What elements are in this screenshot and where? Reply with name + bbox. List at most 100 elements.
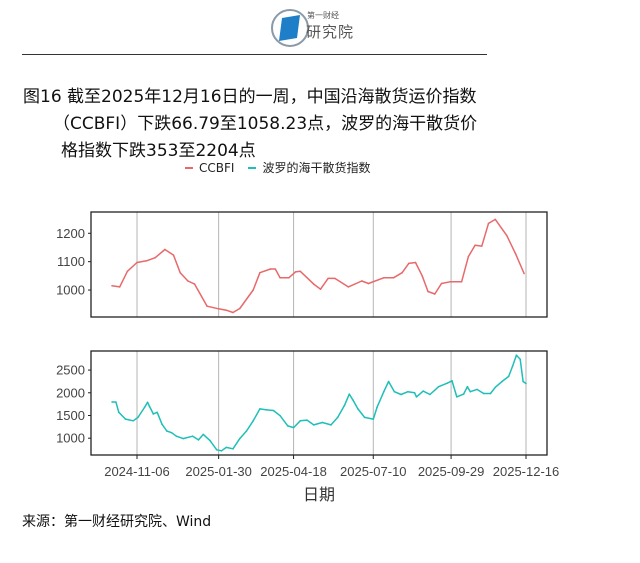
- data-point-ccbfi: [269, 268, 272, 270]
- data-point-bdi: [137, 416, 139, 419]
- data-point-bdi: [117, 411, 120, 414]
- data-point-bdi: [312, 424, 315, 426]
- data-point-bdi: [252, 420, 255, 422]
- data-point-ccbfi: [505, 234, 508, 237]
- data-point-bdi: [336, 416, 339, 419]
- data-point-ccbfi: [440, 282, 443, 285]
- data-point-ccbfi: [118, 286, 121, 288]
- data-point-bdi: [400, 393, 402, 396]
- data-point-bdi: [437, 385, 440, 388]
- data-point-ccbfi: [474, 244, 476, 247]
- data-point-bdi: [476, 388, 478, 391]
- data-point-bdi: [161, 423, 163, 426]
- series-line-bdi: [112, 354, 527, 452]
- x-axis-label: 日期: [303, 485, 335, 504]
- logo: [270, 8, 370, 48]
- data-point-ccbfi: [494, 218, 497, 221]
- title-line-1: 图16 截至2025年12月16日的一周，中国沿海散货运价指数: [23, 87, 477, 107]
- data-point-ccbfi: [232, 311, 234, 314]
- data-point-bdi: [515, 354, 518, 357]
- data-point-bdi: [209, 439, 211, 442]
- data-point-ccbfi: [259, 271, 261, 274]
- data-point-bdi: [376, 406, 378, 408]
- data-point-ccbfi: [414, 261, 417, 264]
- y-tick-label-ccbfi: 1100: [57, 254, 85, 269]
- data-point-bdi: [232, 447, 234, 450]
- data-point-bdi: [165, 430, 168, 432]
- y-tick-label-bdi: 1500: [56, 408, 85, 423]
- data-point-ccbfi: [360, 280, 363, 282]
- data-point-ccbfi: [287, 277, 290, 279]
- data-point-bdi: [469, 390, 472, 393]
- data-point-ccbfi: [193, 283, 196, 285]
- data-point-ccbfi: [523, 272, 525, 275]
- logo-icon: [271, 9, 309, 47]
- data-point-ccbfi: [449, 281, 451, 283]
- data-point-ccbfi: [279, 277, 281, 279]
- data-point-ccbfi: [312, 283, 315, 285]
- logo-main-text: 研究院: [306, 23, 355, 41]
- legend-swatch-ccbfi: [185, 166, 193, 169]
- figure-title: 图16 截至2025年12月16日的一周，中国沿海散货运价指数 （CCBFI）下…: [23, 84, 583, 165]
- data-point-bdi: [330, 424, 332, 426]
- y-tick-label-bdi: 1000: [56, 431, 85, 446]
- legend: CCBFI 波罗的海干散货指数: [185, 159, 370, 176]
- data-point-ccbfi: [164, 248, 166, 251]
- source-note: 来源：第一财经研究院、Wind: [22, 514, 212, 530]
- data-point-ccbfi: [145, 260, 148, 262]
- data-point-bdi: [124, 418, 127, 420]
- data-point-ccbfi: [481, 245, 483, 247]
- data-point-bdi: [466, 385, 469, 388]
- data-point-ccbfi: [487, 222, 490, 225]
- data-point-bdi: [372, 418, 375, 420]
- data-point-bdi: [511, 365, 514, 367]
- data-point-bdi: [494, 386, 497, 389]
- data-point-bdi: [146, 401, 149, 404]
- data-point-bdi: [306, 419, 308, 421]
- data-point-bdi: [348, 393, 351, 395]
- data-point-bdi: [519, 358, 522, 361]
- data-point-bdi: [259, 408, 261, 410]
- data-point-bdi: [429, 393, 431, 396]
- data-point-bdi: [272, 409, 275, 412]
- data-point-bdi: [456, 396, 458, 398]
- data-point-ccbfi: [252, 289, 255, 291]
- data-point-ccbfi: [334, 277, 336, 280]
- data-point-bdi: [245, 430, 248, 432]
- y-tick-label-ccbfi: 1000: [56, 283, 85, 298]
- data-point-bdi: [143, 406, 146, 408]
- data-point-bdi: [357, 408, 359, 410]
- data-point-ccbfi: [383, 277, 385, 279]
- data-point-ccbfi: [111, 284, 113, 287]
- data-point-bdi: [507, 375, 510, 378]
- data-point-bdi: [393, 390, 396, 393]
- data-point-ccbfi: [408, 262, 410, 265]
- x-tick-label: 2025-01-30: [185, 464, 252, 479]
- data-point-bdi: [321, 421, 324, 424]
- series-line-ccbfi: [111, 218, 525, 314]
- panel-border-ccbfi: [90, 211, 548, 318]
- x-tick-label: 2025-09-29: [418, 464, 485, 479]
- data-point-ccbfi: [401, 271, 403, 274]
- data-point-bdi: [182, 437, 184, 440]
- data-point-bdi: [152, 413, 155, 415]
- legend-label-ccbfi: CCBFI: [199, 160, 235, 175]
- data-point-ccbfi: [467, 255, 470, 258]
- data-point-ccbfi: [136, 261, 138, 264]
- data-point-ccbfi: [179, 271, 182, 274]
- data-point-bdi: [215, 449, 218, 451]
- data-point-ccbfi: [126, 270, 129, 273]
- data-point-bdi: [352, 399, 354, 402]
- data-point-bdi: [170, 431, 173, 434]
- y-tick-label-bdi: 2000: [56, 385, 85, 400]
- data-point-ccbfi: [427, 290, 429, 293]
- data-point-bdi: [292, 426, 295, 429]
- data-point-bdi: [197, 439, 200, 441]
- data-point-ccbfi: [327, 277, 329, 280]
- data-point-bdi: [286, 425, 289, 427]
- data-point-bdi: [482, 392, 485, 395]
- data-point-bdi: [462, 393, 465, 395]
- data-point-bdi: [220, 450, 223, 452]
- data-point-bdi: [265, 409, 268, 411]
- x-tick-label: 2025-07-10: [340, 464, 407, 479]
